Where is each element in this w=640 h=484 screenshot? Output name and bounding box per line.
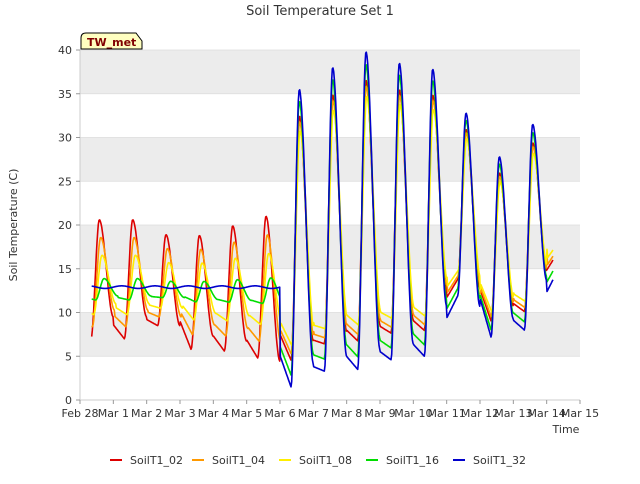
x-tick-label: Mar 5 xyxy=(231,407,262,420)
grid-band xyxy=(80,312,580,357)
x-tick-label: Mar 10 xyxy=(394,407,432,420)
x-tick-label: Mar 14 xyxy=(528,407,566,420)
series-line-SoilT1_08 xyxy=(91,95,554,346)
x-tick-label: Mar 2 xyxy=(131,407,162,420)
chart-title: Soil Temperature Set 1 xyxy=(246,4,394,19)
x-tick-label: Mar 8 xyxy=(331,407,362,420)
x-tick-label: Feb 28 xyxy=(62,407,99,420)
x-axis: Feb 28 Mar 1 Mar 2 Mar 3 Mar 4 Mar 5 Mar 6 Mar … xyxy=(62,400,599,420)
y-tick-label: 40 xyxy=(58,44,72,57)
x-tick-label: Mar 6 xyxy=(264,407,295,420)
y-tick-label: 20 xyxy=(58,219,72,232)
y-axis: 0 5 10 15 20 25 30 35 40 xyxy=(58,44,80,407)
x-axis-label: Time xyxy=(552,423,580,436)
y-tick-label: 10 xyxy=(58,307,72,320)
site-label-shape xyxy=(80,32,143,50)
legend-label: SoilT1_02 xyxy=(130,454,183,467)
x-tick-label: Mar 1 xyxy=(98,407,129,420)
y-tick-label: 30 xyxy=(58,132,72,145)
series-layer xyxy=(90,51,554,388)
x-tick-label: Mar 7 xyxy=(298,407,329,420)
y-tick-label: 15 xyxy=(58,263,72,276)
legend: SoilT1_02 SoilT1_04 SoilT1_08 SoilT1_16 Soil… xyxy=(110,454,526,467)
legend-label: SoilT1_16 xyxy=(386,454,439,467)
legend-label: SoilT1_04 xyxy=(212,454,265,467)
x-tick-label: Mar 9 xyxy=(364,407,395,420)
x-tick-label: Mar 13 xyxy=(494,407,532,420)
series-line-SoilT1_32 xyxy=(91,51,554,388)
x-tick-label: Mar 3 xyxy=(164,407,195,420)
x-tick-label: Mar 4 xyxy=(198,407,229,420)
y-axis-label: Soil Temperature (C) xyxy=(7,169,20,282)
site-label: TW_met xyxy=(87,36,136,49)
legend-label: SoilT1_08 xyxy=(299,454,352,467)
y-tick-label: 35 xyxy=(58,88,72,101)
legend-label: SoilT1_32 xyxy=(473,454,526,467)
x-tick-label: Mar 11 xyxy=(428,407,466,420)
y-tick-label: 0 xyxy=(65,394,72,407)
site-label-box: TW_met xyxy=(80,32,143,50)
y-tick-label: 5 xyxy=(65,350,72,363)
grid-band xyxy=(80,50,580,94)
x-tick-label: Mar 15 xyxy=(561,407,599,420)
x-tick-label: Mar 12 xyxy=(461,407,499,420)
y-tick-label: 25 xyxy=(58,175,72,188)
